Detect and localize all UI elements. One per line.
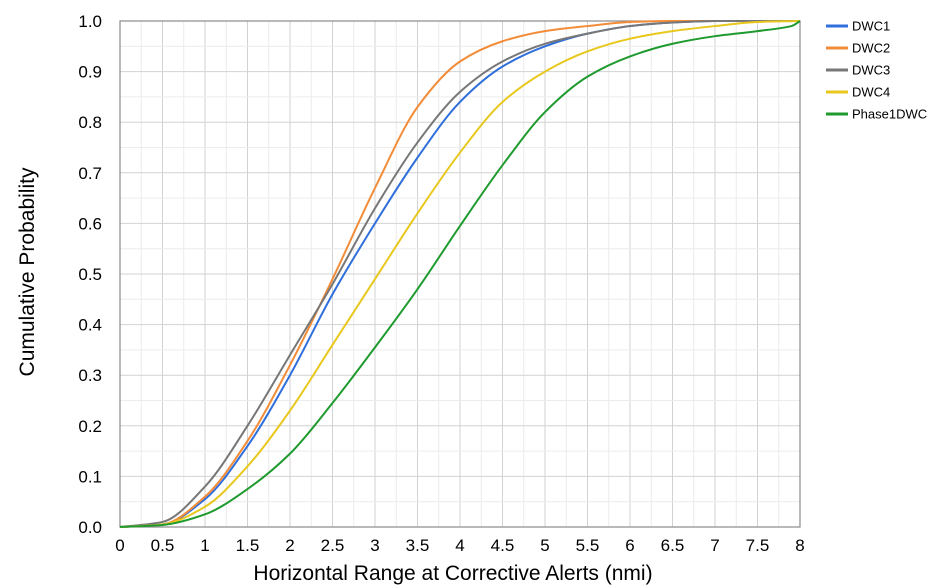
- y-tick-label: 0.1: [78, 467, 102, 486]
- y-tick-label: 0.7: [78, 164, 102, 183]
- y-tick-label: 0.4: [78, 316, 102, 335]
- y-axis-title: Cumulative Probability: [16, 167, 39, 376]
- x-tick-label: 2: [285, 536, 294, 555]
- x-tick-label: 5: [540, 536, 549, 555]
- series-line-dwc4: [119, 20, 801, 528]
- x-tick-label: 4.5: [491, 536, 515, 555]
- x-tick-label: 0: [115, 536, 124, 555]
- legend-label-dwc4: DWC4: [852, 85, 890, 100]
- series-line-dwc3: [119, 20, 800, 528]
- y-tick-label: 0.9: [78, 63, 102, 82]
- plot-area-frame: [119, 20, 801, 528]
- legend: DWC1 DWC2 DWC3 DWC4 Phase1DWC: [826, 19, 927, 122]
- x-tick-label: 6.5: [661, 536, 685, 555]
- legend-label-phase1dwc: Phase1DWC: [852, 107, 927, 122]
- y-tick-label: 1.0: [78, 12, 102, 31]
- x-tick-label: 5.5: [576, 536, 600, 555]
- x-tick-label: 1: [200, 536, 209, 555]
- x-tick-label: 2.5: [321, 536, 345, 555]
- legend-label-dwc2: DWC2: [852, 41, 890, 56]
- x-axis-title: Horizontal Range at Corrective Alerts (n…: [253, 562, 652, 585]
- x-tick-label: 6: [625, 536, 634, 555]
- y-tick-label: 0.8: [78, 113, 102, 132]
- grid-lines: [119, 20, 801, 528]
- x-tick-label: 3: [370, 536, 379, 555]
- series-line-phase1dwc: [119, 20, 801, 528]
- x-tick-label: 1.5: [236, 536, 260, 555]
- y-tick-label: 0.2: [78, 417, 102, 436]
- y-tick-label: 0.6: [78, 214, 102, 233]
- x-tick-label: 0.5: [151, 536, 175, 555]
- legend-label-dwc1: DWC1: [852, 19, 890, 34]
- x-tick-label: 7.5: [746, 536, 770, 555]
- x-tick-label: 3.5: [406, 536, 430, 555]
- x-axis-tick-labels: 0 0.5 1 1.5 2 2.5 3 3.5 4 4.5 5 5.5 6 6.5 7 7.5 8: [115, 536, 804, 555]
- y-tick-label: 0.0: [78, 518, 102, 537]
- x-tick-label: 4: [455, 536, 464, 555]
- y-tick-label: 0.3: [78, 366, 102, 385]
- y-tick-label: 0.5: [78, 265, 102, 284]
- y-axis-tick-labels: 0.0 0.1 0.2 0.3 0.4 0.5 0.6 0.7 0.8 0.9 1.0: [78, 12, 102, 537]
- legend-label-dwc3: DWC3: [852, 63, 890, 78]
- series-layer: [119, 20, 801, 528]
- x-tick-label: 8: [795, 536, 804, 555]
- series-line-dwc2: [119, 20, 800, 528]
- x-tick-label: 7: [710, 536, 719, 555]
